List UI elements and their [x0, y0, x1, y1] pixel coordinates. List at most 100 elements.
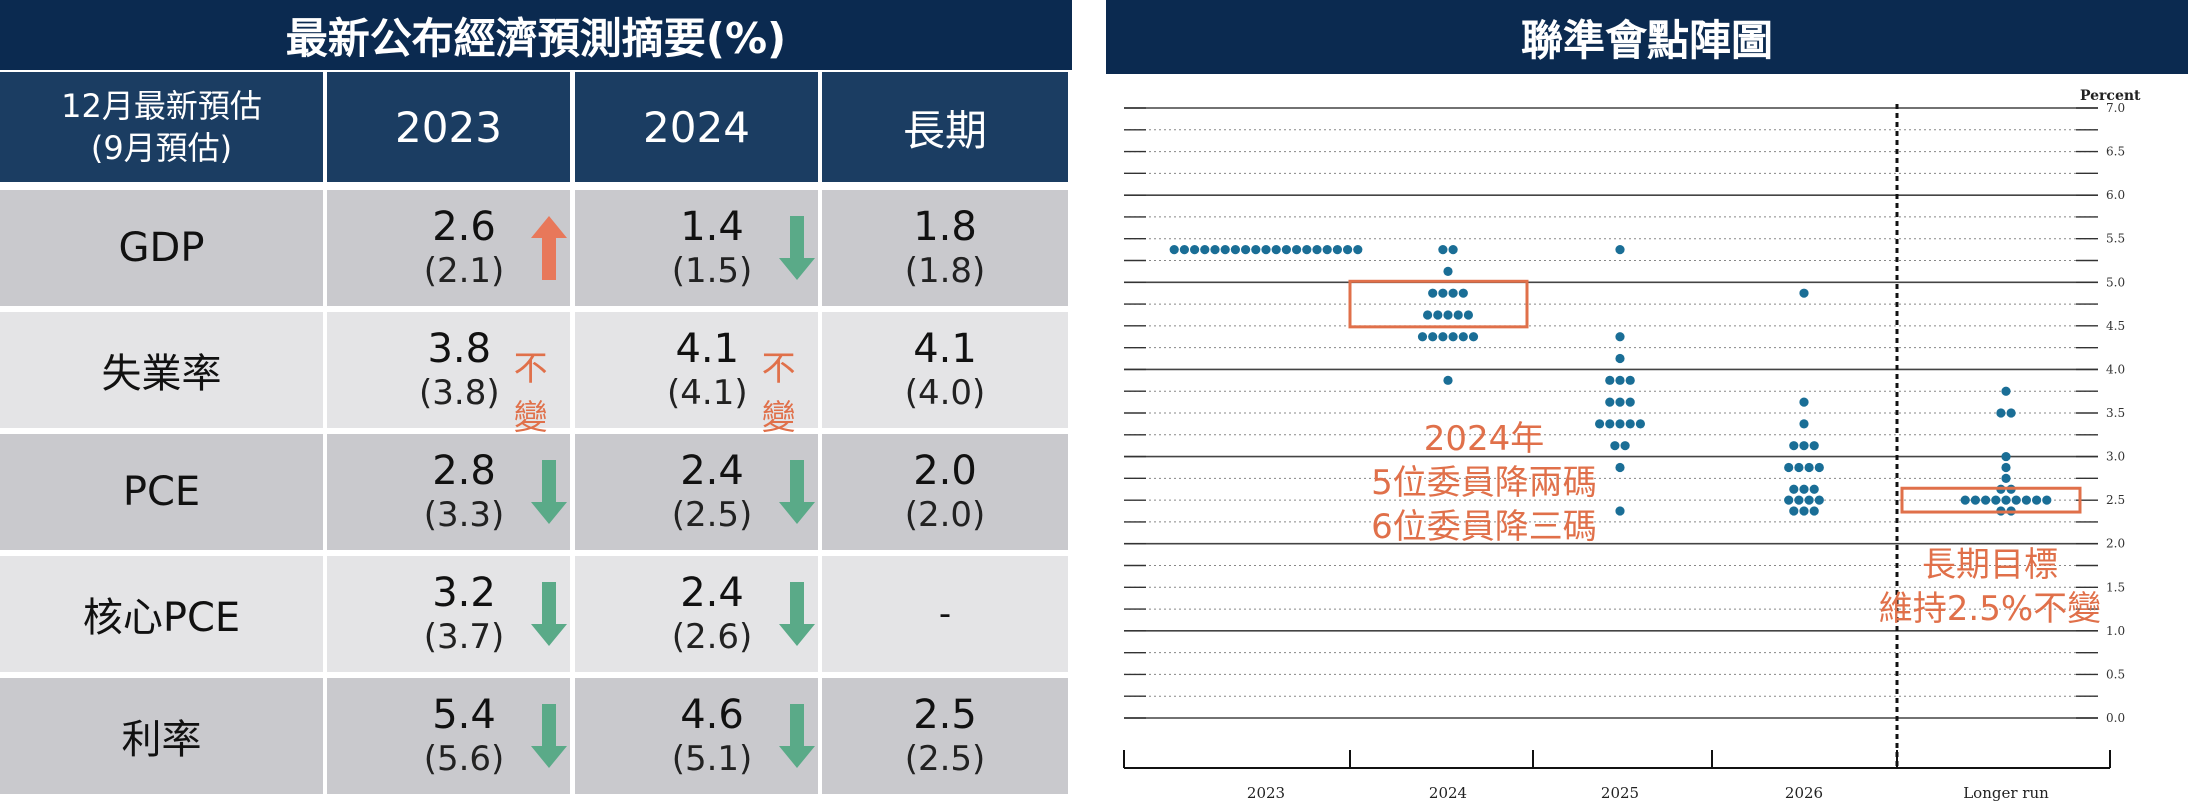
- data-point: [1809, 484, 1819, 494]
- value-group: 2.4 (2.5): [667, 448, 757, 536]
- data-point: [2011, 495, 2021, 505]
- value-group: 2.5 (2.5): [900, 692, 990, 780]
- data-point: [1443, 310, 1453, 320]
- data-point: [1271, 245, 1281, 255]
- value-cell: 3.8 (3.8) 不變: [327, 312, 570, 438]
- down-arrow-icon: [531, 704, 567, 768]
- value-group: 2.4 (2.6): [667, 570, 757, 658]
- header-label: 12月最新預估 (9月預估): [0, 72, 323, 182]
- y-tick-label: 0.0: [2106, 711, 2125, 725]
- annotation-2024: 5位委員降兩碼: [1371, 463, 1597, 503]
- row-label: 核心PCE: [0, 556, 323, 672]
- data-point: [1423, 310, 1433, 320]
- y-tick-label: 6.0: [2106, 188, 2125, 202]
- data-point: [1438, 245, 1448, 255]
- previous-value: (2.5): [904, 739, 986, 779]
- current-value: 3.2: [432, 570, 496, 616]
- data-point: [1789, 441, 1799, 451]
- data-point: [1960, 495, 1970, 505]
- previous-value: (1.5): [671, 251, 753, 291]
- data-point: [1261, 245, 1271, 255]
- data-point: [1210, 245, 1220, 255]
- data-point: [1635, 419, 1645, 429]
- data-point: [1332, 245, 1342, 255]
- data-point: [2001, 451, 2011, 462]
- x-tick-label: 2024: [1429, 784, 1467, 802]
- previous-value: (3.7): [423, 617, 505, 657]
- data-point: [1453, 310, 1463, 320]
- current-value: 2.4: [680, 570, 744, 616]
- y-tick-label: 3.0: [2106, 450, 2125, 464]
- data-point: [2021, 495, 2031, 505]
- x-tick-label: Longer run: [1963, 784, 2049, 802]
- row-label: 失業率: [0, 312, 323, 428]
- empty-value: -: [938, 594, 952, 634]
- data-point: [1799, 288, 1809, 298]
- data-point: [1814, 495, 1824, 505]
- economic-projections-table: 最新公布經濟預測摘要(%) 12月最新預估 (9月預估) 2023 2024 長期 GDP…: [0, 0, 1072, 807]
- data-point: [1814, 462, 1824, 473]
- data-point: [1302, 245, 1312, 255]
- value-cell: 1.8 (1.8): [822, 190, 1068, 306]
- data-point: [1625, 397, 1635, 407]
- data-point: [1458, 332, 1468, 342]
- annotation-2024: 6位委員降三碼: [1371, 507, 1597, 547]
- data-point: [1615, 419, 1625, 429]
- value-cell: 2.4 (2.5): [575, 434, 818, 550]
- value-group: 1.8 (1.8): [900, 204, 990, 292]
- data-point: [1468, 332, 1479, 342]
- header-col-2: 2024: [575, 72, 818, 182]
- unchanged-note: 不變: [513, 349, 548, 438]
- data-point: [1605, 397, 1615, 407]
- data-point: [1417, 332, 1428, 342]
- highlight-box-2024: [1348, 279, 1529, 329]
- y-tick-label: 3.5: [2106, 406, 2125, 420]
- y-tick-label: 6.5: [2106, 145, 2125, 159]
- previous-value: (3.3): [423, 495, 505, 535]
- data-point: [1794, 495, 1804, 505]
- annotation-longer-run: 長期目標: [1922, 545, 2058, 585]
- data-point: [1343, 245, 1353, 255]
- data-point: [2001, 462, 2011, 473]
- data-point: [1322, 245, 1332, 255]
- value-cell: 1.4 (1.5): [575, 190, 818, 306]
- y-tick-label: 2.0: [2106, 537, 2125, 551]
- previous-value: (4.1): [667, 373, 748, 413]
- unchanged-note: 不變: [761, 349, 796, 438]
- data-point: [1789, 484, 1799, 494]
- data-point: [1443, 266, 1453, 276]
- data-point: [1433, 310, 1443, 320]
- data-point: [1428, 288, 1438, 298]
- data-point: [1448, 332, 1458, 342]
- data-point: [1615, 332, 1625, 342]
- up-arrow-icon: [531, 216, 567, 280]
- value-group: 3.8 (3.8): [419, 326, 500, 414]
- data-point: [1784, 495, 1794, 505]
- data-point: [1809, 441, 1819, 451]
- data-point: [1625, 375, 1635, 385]
- current-value: 2.8: [432, 448, 496, 494]
- data-point: [1615, 462, 1625, 473]
- value-group: 3.2 (3.7): [419, 570, 509, 658]
- data-point: [1179, 245, 1189, 255]
- data-point: [2001, 473, 2011, 483]
- previous-value: (2.1): [423, 251, 505, 291]
- value-cell: 4.6 (5.1): [575, 678, 818, 794]
- current-value: 3.8: [427, 326, 492, 372]
- data-point: [2032, 495, 2042, 505]
- data-point: [1448, 245, 1458, 255]
- header-col-1: 2023: [327, 72, 570, 182]
- value-cell: 3.2 (3.7): [327, 556, 570, 672]
- data-point: [1615, 506, 1625, 516]
- data-point: [1438, 288, 1448, 298]
- table-title: 最新公布經濟預測摘要(%): [0, 0, 1072, 70]
- data-point: [1438, 332, 1448, 342]
- dot-plot-panel: 聯準會點陣圖 0.0 0.5 1.0 1.5 2.0 2.5 3.0 3.5 4.0 4.5 5.0…: [1106, 0, 2188, 807]
- y-tick-label: 0.5: [2106, 667, 2125, 681]
- annotation-longer-run: 維持2.5%不變: [1879, 589, 2101, 629]
- header-line1: 12月最新預估: [61, 87, 262, 125]
- y-tick-label: 4.0: [2106, 362, 2125, 376]
- y-tick-label: 1.0: [2106, 624, 2125, 638]
- data-point: [1615, 245, 1625, 255]
- data-point: [1281, 245, 1291, 255]
